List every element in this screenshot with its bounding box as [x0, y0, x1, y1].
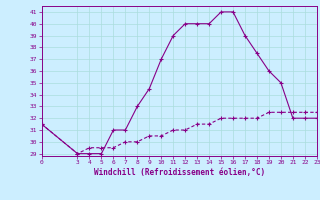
X-axis label: Windchill (Refroidissement éolien,°C): Windchill (Refroidissement éolien,°C): [94, 168, 265, 177]
